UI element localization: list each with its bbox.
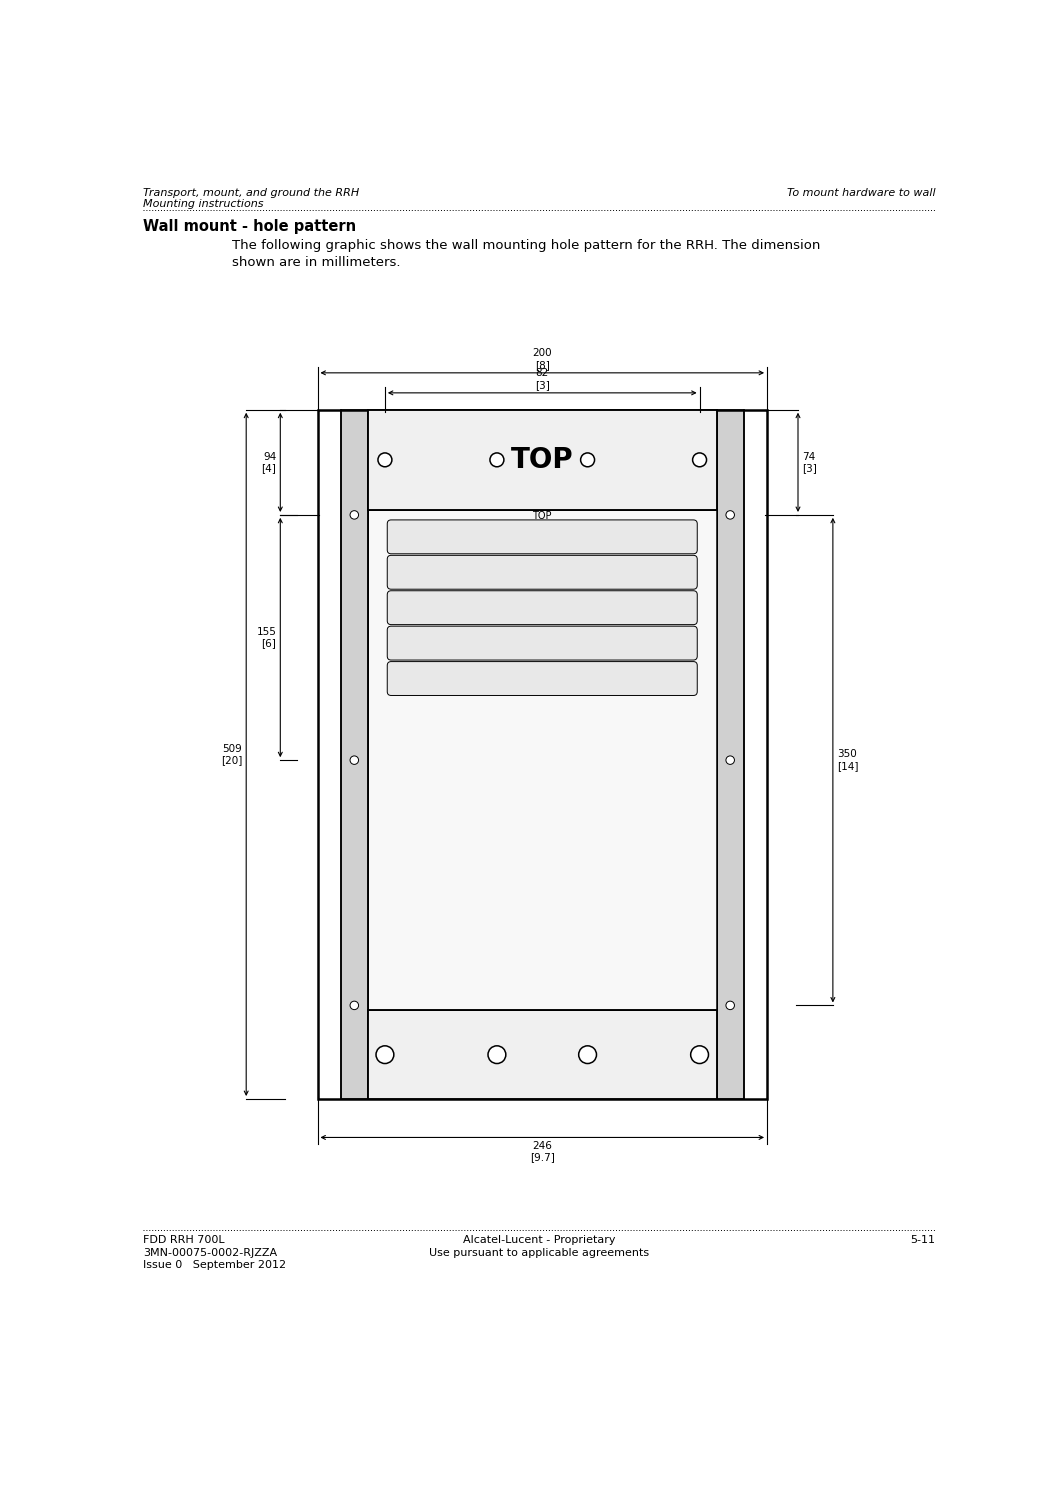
Text: TOP: TOP <box>511 446 573 474</box>
Text: Mounting instructions: Mounting instructions <box>143 198 264 209</box>
FancyBboxPatch shape <box>387 590 697 624</box>
Bar <box>368 510 716 1010</box>
FancyBboxPatch shape <box>387 626 697 660</box>
Text: Alcatel-Lucent - Proprietary: Alcatel-Lucent - Proprietary <box>463 1235 615 1246</box>
Bar <box>368 410 716 510</box>
Circle shape <box>726 511 734 519</box>
Circle shape <box>350 511 359 519</box>
Text: 350
[14]: 350 [14] <box>836 749 858 770</box>
Text: Issue 0   September 2012: Issue 0 September 2012 <box>143 1261 286 1269</box>
Circle shape <box>726 1001 734 1010</box>
Text: 155
[6]: 155 [6] <box>257 627 277 648</box>
Text: FDD RRH 700L: FDD RRH 700L <box>143 1235 225 1246</box>
Circle shape <box>488 1046 506 1064</box>
FancyBboxPatch shape <box>387 520 697 554</box>
Circle shape <box>350 1001 359 1010</box>
Bar <box>341 410 368 1100</box>
Text: Wall mount - hole pattern: Wall mount - hole pattern <box>143 219 357 234</box>
Text: 82
[3]: 82 [3] <box>534 368 550 390</box>
FancyBboxPatch shape <box>387 662 697 696</box>
Circle shape <box>691 1046 708 1064</box>
Circle shape <box>490 453 504 466</box>
FancyBboxPatch shape <box>387 556 697 589</box>
Bar <box>716 410 744 1100</box>
Text: 94
[4]: 94 [4] <box>262 451 277 474</box>
Circle shape <box>581 453 594 466</box>
Text: TOP: TOP <box>532 511 552 522</box>
Text: 200
[8]: 200 [8] <box>532 349 552 370</box>
Bar <box>368 1010 716 1100</box>
Text: To mount hardware to wall: To mount hardware to wall <box>787 188 935 198</box>
Circle shape <box>579 1046 596 1064</box>
Bar <box>368 1010 716 1100</box>
Text: The following graphic shows the wall mounting hole pattern for the RRH. The dime: The following graphic shows the wall mou… <box>232 238 821 252</box>
Bar <box>368 410 716 510</box>
Circle shape <box>692 453 707 466</box>
Text: 5-11: 5-11 <box>910 1235 935 1246</box>
Circle shape <box>378 453 392 466</box>
Circle shape <box>726 755 734 764</box>
Text: 3MN-00075-0002-RJZZA: 3MN-00075-0002-RJZZA <box>143 1247 278 1258</box>
Text: Use pursuant to applicable agreements: Use pursuant to applicable agreements <box>429 1247 649 1258</box>
Circle shape <box>350 755 359 764</box>
Bar <box>318 410 767 1100</box>
Text: 246
[9.7]: 246 [9.7] <box>530 1140 554 1162</box>
Text: Transport, mount, and ground the RRH: Transport, mount, and ground the RRH <box>143 188 360 198</box>
Text: 509
[20]: 509 [20] <box>221 744 242 766</box>
Text: shown are in millimeters.: shown are in millimeters. <box>232 256 401 268</box>
Circle shape <box>376 1046 393 1064</box>
Text: 74
[3]: 74 [3] <box>802 451 816 474</box>
